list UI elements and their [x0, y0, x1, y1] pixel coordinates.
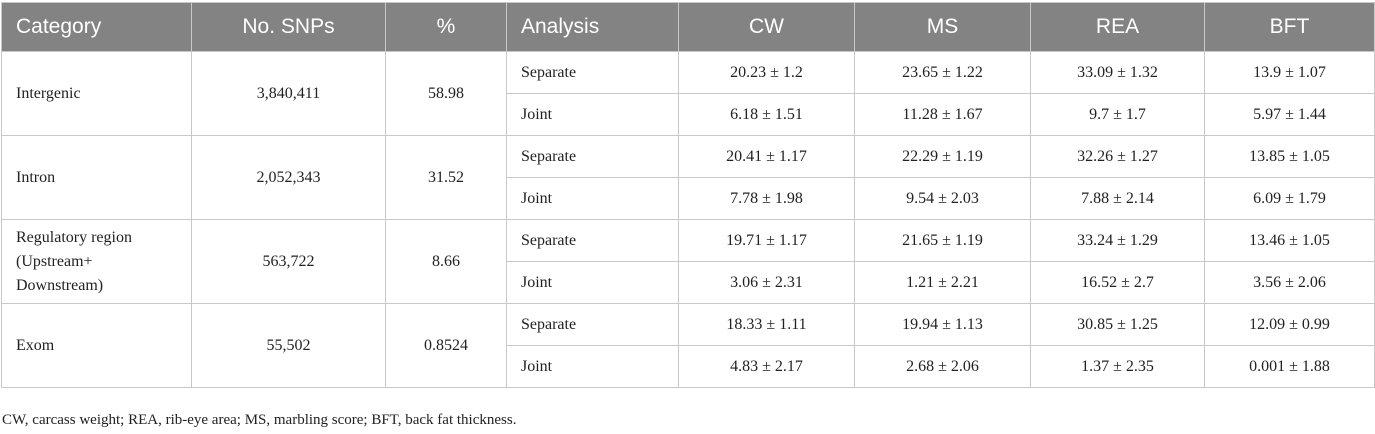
category-cell: Intron [1, 135, 192, 220]
table-row: Intergenic 3,840,411 58.98 Separate 20.23 ± … [1, 51, 1375, 136]
table-row: Joint 7.78 ± 1.98 9.54 ± 2.03 7.88 ± 2.14 6.… [2, 177, 1375, 220]
value-cell: 7.78 ± 1.98 [678, 177, 855, 220]
analysis-cell: Joint [506, 93, 679, 136]
value-cell: 11.28 ± 1.67 [854, 93, 1031, 136]
table-row: Joint 4.83 ± 2.17 2.68 ± 2.06 1.37 ± 2.35 0.… [2, 345, 1375, 388]
value-cell: 0.001 ± 1.88 [1204, 345, 1375, 388]
value-cell: 13.85 ± 1.05 [1204, 135, 1375, 178]
value-cell: 32.26 ± 1.27 [1030, 135, 1205, 178]
value-cell: 3.06 ± 2.31 [678, 261, 855, 304]
value-cell: 6.18 ± 1.51 [678, 93, 855, 136]
percent-cell: 8.66 [385, 219, 507, 304]
value-cell: 20.23 ± 1.2 [678, 51, 855, 94]
column-header: MS [854, 2, 1031, 52]
value-cell: 12.09 ± 0.99 [1204, 303, 1375, 346]
value-cell: 22.29 ± 1.19 [854, 135, 1031, 178]
analysis-cell: Separate [506, 219, 679, 262]
percent-cell: 58.98 [385, 51, 507, 136]
value-cell: 23.65 ± 1.22 [854, 51, 1031, 94]
value-cell: 9.7 ± 1.7 [1030, 93, 1205, 136]
snps-cell: 2,052,343 [191, 135, 386, 220]
value-cell: 16.52 ± 2.7 [1030, 261, 1205, 304]
category-cell: Regulatory region (Upstream+ Downstream) [1, 219, 192, 304]
value-cell: 4.83 ± 2.17 [678, 345, 855, 388]
column-header: % [385, 2, 507, 52]
value-cell: 7.88 ± 2.14 [1030, 177, 1205, 220]
analysis-cell: Separate [506, 51, 679, 94]
category-cell: Exom [1, 303, 192, 388]
column-header: Analysis [506, 2, 679, 52]
table-body: Intergenic 3,840,411 58.98 Separate 20.23 ± … [1, 51, 1375, 388]
value-cell: 13.46 ± 1.05 [1204, 219, 1375, 262]
value-cell: 18.33 ± 1.11 [678, 303, 855, 346]
value-cell: 5.97 ± 1.44 [1204, 93, 1375, 136]
percent-cell: 0.8524 [385, 303, 507, 388]
analysis-cell: Joint [506, 345, 679, 388]
value-cell: 33.09 ± 1.32 [1030, 51, 1205, 94]
percent-cell: 31.52 [385, 135, 507, 220]
snps-cell: 563,722 [191, 219, 386, 304]
value-cell: 3.56 ± 2.06 [1204, 261, 1375, 304]
analysis-cell: Separate [506, 303, 679, 346]
snps-cell: 55,502 [191, 303, 386, 388]
value-cell: 2.68 ± 2.06 [854, 345, 1031, 388]
analysis-cell: Separate [506, 135, 679, 178]
column-header: CW [678, 2, 855, 52]
table-row: Exom 55,502 0.8524 Separate 18.33 ± 1.11 19.9… [1, 303, 1375, 388]
column-header: Category [1, 2, 192, 52]
analysis-cell: Joint [506, 261, 679, 304]
value-cell: 19.71 ± 1.17 [678, 219, 855, 262]
table-row: Joint 6.18 ± 1.51 11.28 ± 1.67 9.7 ± 1.7 5.9… [2, 93, 1375, 136]
analysis-cell: Joint [506, 177, 679, 220]
column-header: No. SNPs [191, 2, 386, 52]
value-cell: 19.94 ± 1.13 [854, 303, 1031, 346]
snps-cell: 3,840,411 [191, 51, 386, 136]
column-header: REA [1030, 2, 1205, 52]
value-cell: 33.24 ± 1.29 [1030, 219, 1205, 262]
value-cell: 1.37 ± 2.35 [1030, 345, 1205, 388]
value-cell: 21.65 ± 1.19 [854, 219, 1031, 262]
value-cell: 13.9 ± 1.07 [1204, 51, 1375, 94]
table-row: Intron 2,052,343 31.52 Separate 20.41 ± 1.17… [1, 135, 1375, 220]
value-cell: 9.54 ± 2.03 [854, 177, 1031, 220]
footnote: CW, carcass weight; REA, rib-eye area; M… [2, 412, 517, 428]
data-table: Category No. SNPs% Analysis CW MS REA BFT Inte… [1, 2, 1375, 388]
table-row: Joint 3.06 ± 2.31 1.21 ± 2.21 16.52 ± 2.7 3.… [2, 261, 1375, 304]
category-cell: Intergenic [1, 51, 192, 136]
value-cell: 6.09 ± 1.79 [1204, 177, 1375, 220]
table-row: Regulatory region (Upstream+ Downstream)… [1, 219, 1375, 304]
value-cell: 20.41 ± 1.17 [678, 135, 855, 178]
value-cell: 1.21 ± 2.21 [854, 261, 1031, 304]
header-row: Category No. SNPs% Analysis CW MS REA BFT [1, 2, 1375, 52]
value-cell: 30.85 ± 1.25 [1030, 303, 1205, 346]
column-header: BFT [1204, 2, 1375, 52]
